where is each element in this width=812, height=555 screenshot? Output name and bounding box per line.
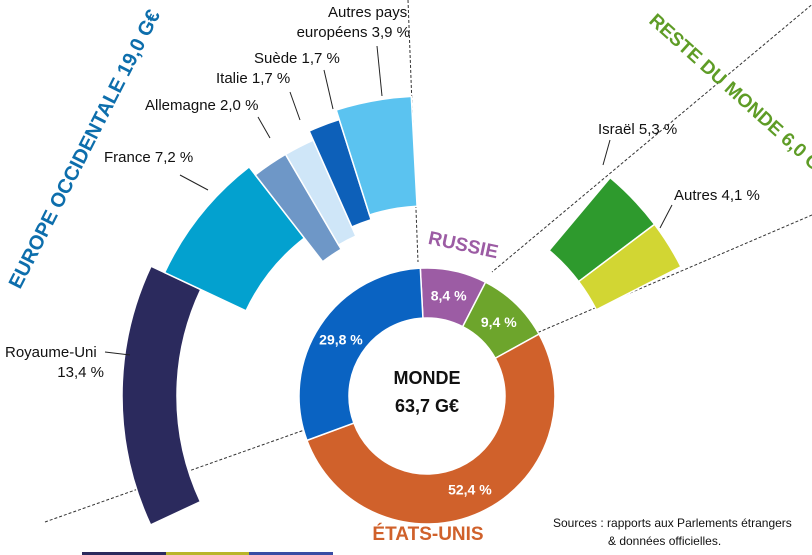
etats-unis-label: ÉTATS-UNIS <box>372 523 483 545</box>
leader-autres <box>659 204 673 229</box>
inner-slice-segment-1 <box>298 267 424 442</box>
swatch-2 <box>166 552 249 555</box>
outer-slice-france <box>163 165 306 312</box>
swatch-3 <box>249 552 333 555</box>
inner-slice-label-2: 8,4 % <box>431 287 467 303</box>
inner-slice-label-3: 9,4 % <box>481 314 517 330</box>
outer-slice-autres-pays-europeens <box>335 95 418 216</box>
outer-slice-italie <box>284 139 357 247</box>
label-suede: Suède 1,7 % <box>254 50 340 67</box>
rest-group-title: RESTE DU MONDE 6,0 G€ <box>645 10 812 183</box>
center-title: MONDE <box>394 368 461 388</box>
outer-slice-allemagne <box>254 153 343 263</box>
guide-line-3 <box>491 3 812 273</box>
guide-line-4 <box>531 214 812 336</box>
label-autres-pays-europeens-line-2: européens 3,9 % <box>297 24 410 41</box>
leader-allemagne <box>257 116 271 139</box>
outer-slice-royaume-uni <box>121 265 202 526</box>
inner-slice-etats-unis <box>305 333 556 525</box>
label-royaume-uni-line-2: 13,4 % <box>57 364 104 381</box>
label-autres-pays-europeens: Autres pays <box>328 4 407 21</box>
label-royaume-uni: Royaume-Uni <box>5 344 97 361</box>
swatch-1 <box>82 552 166 555</box>
leader-autres-pays-europeens <box>376 45 383 97</box>
inner-slice-label-1: 29,8 % <box>319 331 363 347</box>
world-inner-ring: 8,4 % 9,4 % 52,4 % 29,8 % <box>298 267 556 525</box>
leader-france <box>179 174 209 191</box>
russie-label: RUSSIE <box>426 228 500 263</box>
leader-suede <box>323 69 334 110</box>
outer-slice-autres <box>577 223 682 311</box>
label-france: France 7,2 % <box>104 149 193 166</box>
label-allemagne: Allemagne 2,0 % <box>145 97 258 114</box>
leader-royaume-uni <box>104 351 131 356</box>
label-israel: Israël 5,3 % <box>598 121 677 138</box>
sources-line-1: Sources : rapports aux Parlements étrang… <box>553 516 792 530</box>
label-italie: Italie 1,7 % <box>216 70 290 87</box>
inner-slice-label-0: 52,4 % <box>448 482 492 498</box>
center-total: 63,7 G€ <box>395 396 459 416</box>
europe-outer-ring <box>121 95 418 526</box>
outer-slice-suede <box>308 118 372 228</box>
leader-lines <box>104 45 673 356</box>
rest-of-world-outer-ring <box>548 176 682 311</box>
leader-israel <box>602 139 611 166</box>
label-autres: Autres 4,1 % <box>674 187 760 204</box>
leader-italie <box>289 91 301 121</box>
sources-line-2: & données officielles. <box>608 534 721 548</box>
